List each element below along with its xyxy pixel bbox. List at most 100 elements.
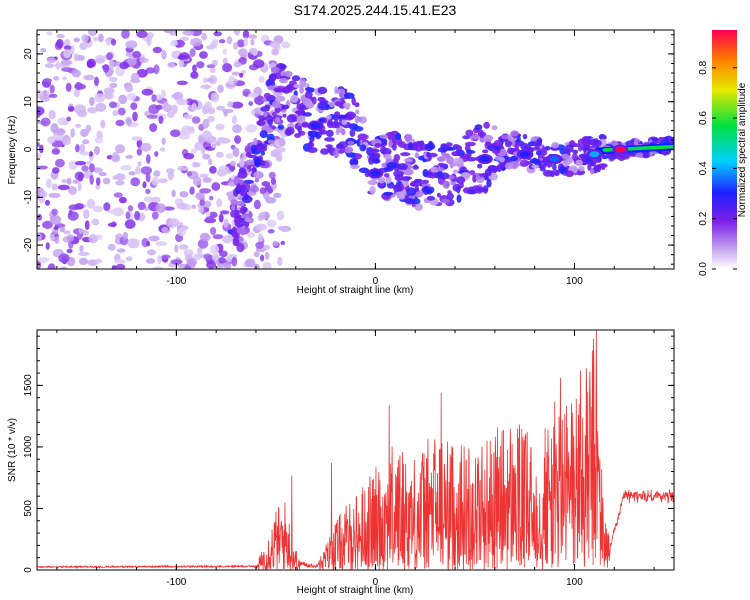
noise-blob [48, 93, 58, 98]
signal-blob [428, 173, 437, 179]
noise-blob [102, 64, 110, 73]
noise-blob [126, 57, 137, 66]
signal-blob [559, 166, 567, 175]
signal-blob [311, 96, 317, 105]
noise-blob [211, 59, 218, 66]
noise-blob [109, 82, 118, 88]
signal-blob [491, 149, 501, 154]
signal-blob [321, 100, 329, 105]
signal-blob [379, 134, 389, 139]
noise-blob [259, 187, 266, 195]
noise-blob [115, 233, 123, 239]
signal-blob [259, 130, 268, 139]
noise-blob [204, 101, 212, 109]
noise-blob [75, 123, 82, 128]
noise-blob [189, 186, 195, 195]
signal-blob [400, 176, 411, 181]
signal-blob [407, 142, 413, 151]
noise-blob [106, 52, 113, 61]
noise-blob [262, 261, 272, 269]
signal-blob [284, 128, 293, 136]
signal-blob [385, 176, 392, 184]
noise-blob [137, 161, 142, 167]
noise-blob [47, 263, 56, 269]
signal-blob [304, 90, 313, 99]
noise-blob [50, 215, 62, 225]
signal-blob [336, 143, 344, 150]
noise-blob [215, 151, 224, 158]
noise-blob [244, 258, 256, 268]
noise-blob [114, 259, 126, 265]
signal-blob [260, 151, 265, 156]
noise-blob [255, 223, 267, 231]
noise-blob [260, 254, 265, 262]
noise-blob [228, 75, 235, 86]
noise-blob [77, 182, 82, 192]
noise-blob [94, 136, 103, 144]
y-tick-label: 10 [23, 96, 34, 108]
noise-blob [107, 222, 117, 227]
signal-blob [233, 218, 244, 224]
signal-blob [474, 124, 483, 131]
signal-blob [400, 152, 411, 157]
noise-blob [161, 137, 166, 145]
signal-blob [491, 125, 498, 131]
noise-blob [233, 61, 242, 68]
noise-blob [63, 49, 72, 59]
noise-blob [71, 69, 81, 78]
noise-blob [50, 123, 59, 133]
noise-blob [95, 57, 105, 64]
noise-blob [217, 137, 226, 144]
noise-blob [239, 72, 244, 78]
noise-blob [194, 141, 205, 151]
signal-blob [302, 98, 312, 106]
noise-blob [253, 263, 260, 269]
signal-blob [279, 64, 287, 70]
signal-blob [357, 133, 368, 141]
signal-blob [347, 140, 355, 145]
signal-blob [253, 171, 264, 179]
noise-blob [86, 60, 94, 69]
noise-blob [206, 78, 215, 83]
noise-blob [170, 259, 183, 265]
signal-blob [437, 162, 445, 167]
noise-blob [155, 241, 168, 247]
noise-blob [130, 72, 140, 83]
signal-blob [235, 200, 246, 207]
signal-blob [509, 155, 519, 162]
noise-blob [146, 154, 151, 164]
noise-blob [161, 254, 171, 259]
noise-blob [132, 111, 138, 122]
noise-blob [37, 152, 42, 158]
signal-blob [326, 129, 334, 137]
noise-blob [94, 258, 103, 264]
noise-blob [211, 252, 219, 261]
signal-blob [465, 129, 474, 137]
noise-blob [163, 206, 175, 211]
noise-blob [233, 78, 238, 84]
noise-blob [55, 158, 65, 168]
signal-blob [286, 114, 297, 123]
noise-blob [196, 61, 205, 69]
noise-blob [125, 83, 134, 93]
noise-blob [88, 234, 98, 244]
colorbar-ticks: 0.0 0.2 0.4 0.6 0.8 [698, 60, 737, 276]
signal-blob [455, 176, 466, 184]
noise-blob [136, 148, 142, 156]
signal-blob [455, 145, 463, 153]
noise-blob [67, 211, 79, 221]
noise-blob [116, 248, 126, 253]
signal-blob [466, 149, 473, 153]
signal-blob [601, 163, 606, 171]
noise-blob [62, 76, 67, 81]
signal-blob [421, 179, 429, 184]
noise-blob [136, 68, 148, 78]
noise-blob [67, 106, 75, 112]
noise-blob [87, 106, 98, 114]
noise-blob [231, 256, 238, 267]
signal-blob [325, 144, 333, 149]
